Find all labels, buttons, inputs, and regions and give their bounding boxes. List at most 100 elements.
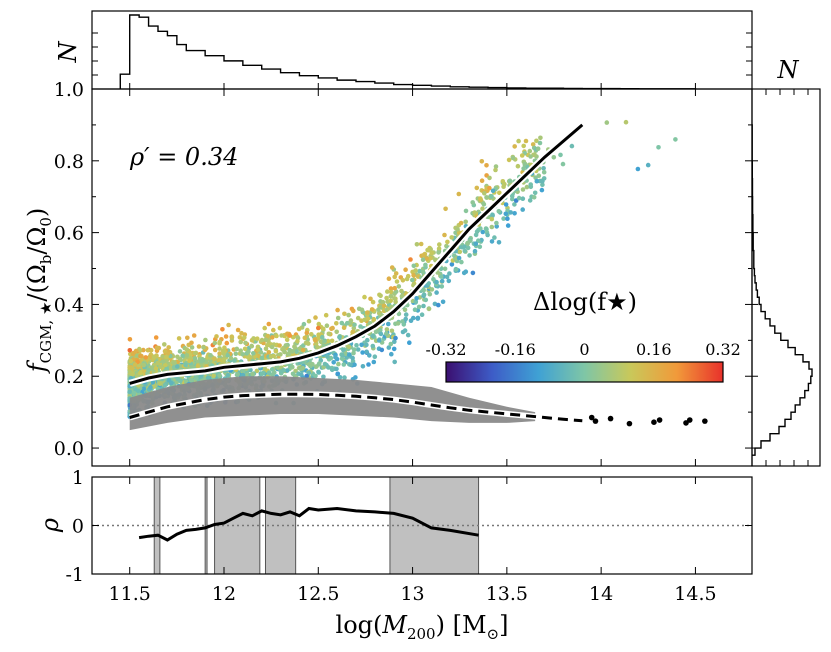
scatter-point	[403, 267, 408, 273]
scatter-point	[379, 347, 385, 353]
scatter-point	[211, 373, 216, 379]
scatter-point	[269, 344, 275, 350]
scatter-point	[279, 333, 284, 338]
main-panel-frame	[91, 88, 753, 467]
bottom-correlation-panel: -1 0 1 11.5 12 12.5 13 13.5 14 14.5 ρ log(M200) …	[36, 467, 753, 643]
cgm-outlier-point	[651, 419, 657, 425]
scatter-point	[493, 167, 498, 173]
scatter-point	[489, 239, 495, 244]
bottom-ytick-label: -1	[65, 564, 84, 586]
scatter-point	[465, 245, 471, 251]
scatter-point	[310, 361, 315, 367]
scatter-point	[153, 335, 159, 340]
significance-region	[264, 477, 297, 574]
top-histogram-panel: N	[54, 10, 753, 90]
scatter-point	[521, 166, 526, 171]
scatter-point	[339, 356, 345, 361]
scatter-point	[673, 137, 678, 142]
scatter-point	[281, 367, 286, 373]
colorbar-gradient	[445, 361, 724, 383]
xtick-label: 14	[589, 583, 613, 605]
cgm-scatter-band	[129, 376, 536, 431]
scatter-point	[436, 302, 441, 308]
scatter-point	[538, 135, 543, 141]
scatter-point	[523, 138, 529, 144]
scatter-point	[473, 241, 479, 246]
scatter-point	[351, 308, 356, 314]
scatter-point	[189, 377, 194, 383]
scatter-point	[434, 279, 439, 285]
scatter-point	[313, 315, 318, 320]
scatter-point	[138, 371, 143, 376]
scatter-point	[164, 354, 169, 360]
scatter-point	[192, 351, 198, 356]
scatter-point	[339, 320, 345, 326]
main-ytick-label: 0.6	[54, 223, 84, 245]
scatter-point	[316, 332, 321, 338]
scatter-point	[199, 358, 204, 364]
scatter-point	[325, 354, 330, 359]
scatter-point	[541, 169, 547, 175]
scatter-point	[462, 248, 468, 254]
scatter-point	[459, 259, 464, 265]
scatter-point	[656, 145, 661, 150]
scatter-point	[273, 348, 279, 354]
scatter-point	[531, 195, 537, 200]
scatter-point	[378, 331, 384, 337]
scatter-point	[527, 148, 533, 154]
scatter-point	[225, 352, 230, 358]
scatter-point	[350, 355, 355, 361]
scatter-point	[290, 371, 296, 377]
scatter-point	[372, 354, 378, 360]
scatter-point	[238, 348, 243, 354]
scatter-point	[494, 224, 500, 229]
scatter-point	[317, 361, 322, 366]
scatter-point	[355, 347, 361, 352]
scatter-point	[429, 287, 435, 292]
scatter-point	[261, 370, 266, 376]
scatter-point	[393, 271, 399, 276]
scatter-point	[243, 340, 248, 346]
scatter-point	[364, 342, 369, 348]
scatter-point	[444, 274, 450, 280]
scatter-point	[217, 373, 222, 379]
scatter-point	[404, 276, 410, 282]
scatter-point	[263, 346, 269, 352]
scatter-point	[211, 356, 217, 362]
scatter-point	[268, 354, 274, 359]
scatter-point	[321, 374, 326, 380]
scatter-point	[408, 257, 413, 262]
scatter-point	[201, 345, 206, 350]
scatter-point	[217, 351, 222, 356]
scatter-point	[540, 182, 545, 187]
scatter-point	[296, 326, 302, 332]
scatter-point	[493, 164, 499, 169]
scatter-point	[286, 351, 291, 357]
main-xlabel: log(M200) [M⊙]	[336, 611, 509, 643]
scatter-point	[184, 353, 190, 358]
scatter-point	[487, 175, 492, 181]
scatter-point	[337, 375, 343, 380]
scatter-point	[393, 299, 398, 305]
bottom-ytick-label: 1	[72, 467, 84, 489]
scatter-point	[240, 352, 245, 357]
scatter-point	[392, 296, 397, 301]
scatter-point	[501, 216, 506, 221]
scatter-point	[259, 337, 265, 343]
scatter-point	[453, 267, 459, 272]
scatter-point	[352, 322, 357, 328]
scatter-point	[440, 299, 446, 305]
scatter-point	[265, 343, 270, 348]
scatter-point	[453, 230, 458, 236]
scatter-point	[463, 219, 469, 225]
scatter-point	[250, 371, 255, 377]
scatter-point	[508, 210, 513, 215]
scatter-point	[539, 187, 545, 193]
scatter-point	[494, 220, 499, 226]
scatter-point	[528, 154, 533, 159]
scatter-point	[221, 357, 226, 363]
scatter-point	[424, 256, 430, 261]
scatter-point	[176, 336, 182, 341]
scatter-point	[434, 290, 439, 295]
scatter-point	[284, 337, 290, 343]
